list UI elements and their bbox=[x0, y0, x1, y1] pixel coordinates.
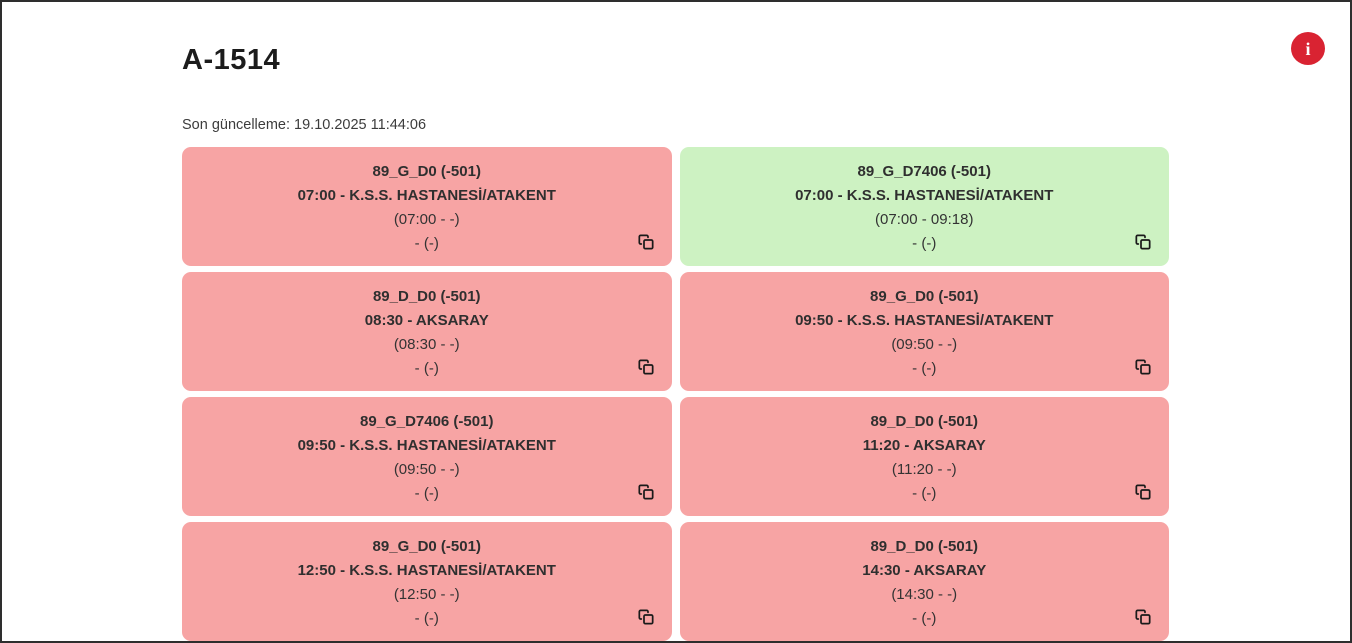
copy-icon bbox=[637, 609, 654, 625]
trip-card: 89_G_D0 (-501) 07:00 - K.S.S. HASTANESİ/… bbox=[182, 147, 672, 266]
trip-code: 89_G_D7406 (-501) bbox=[857, 163, 991, 180]
trip-code: 89_D_D0 (-501) bbox=[870, 413, 979, 430]
trip-extra: - (-) bbox=[414, 235, 439, 252]
trip-extra: - (-) bbox=[912, 485, 937, 502]
trip-destination: 07:00 - K.S.S. HASTANESİ/ATAKENT bbox=[795, 187, 1054, 204]
trip-cards-grid: 89_G_D0 (-501) 07:00 - K.S.S. HASTANESİ/… bbox=[182, 147, 1169, 641]
copy-button[interactable] bbox=[1133, 357, 1153, 377]
copy-icon bbox=[637, 234, 654, 250]
trip-card: 89_G_D0 (-501) 12:50 - K.S.S. HASTANESİ/… bbox=[182, 522, 672, 641]
trip-time-window: (09:50 - -) bbox=[393, 461, 460, 478]
trip-extra: - (-) bbox=[414, 610, 439, 627]
trip-card: 89_G_D7406 (-501) 09:50 - K.S.S. HASTANE… bbox=[182, 397, 672, 516]
last-update-text: Son güncelleme: 19.10.2025 11:44:06 bbox=[182, 117, 427, 133]
info-icon: i bbox=[1305, 38, 1311, 59]
trip-destination: 08:30 - AKSARAY bbox=[364, 312, 489, 329]
trip-code: 89_G_D0 (-501) bbox=[372, 163, 481, 180]
trip-destination: 11:20 - AKSARAY bbox=[862, 437, 986, 454]
copy-icon bbox=[1135, 609, 1151, 625]
copy-button[interactable] bbox=[636, 232, 656, 252]
copy-button[interactable] bbox=[636, 482, 656, 502]
page-title: A-1514 bbox=[182, 44, 281, 76]
trip-extra: - (-) bbox=[912, 360, 937, 377]
copy-button[interactable] bbox=[636, 607, 656, 627]
main-content: A-1514 Son güncelleme: 19.10.2025 11:44:… bbox=[182, 2, 1169, 641]
trip-destination: 09:50 - K.S.S. HASTANESİ/ATAKENT bbox=[297, 437, 556, 454]
copy-button[interactable] bbox=[636, 357, 656, 377]
copy-icon bbox=[637, 484, 654, 500]
trip-code: 89_G_D0 (-501) bbox=[870, 288, 979, 305]
trip-card: 89_D_D0 (-501) 11:20 - AKSARAY (11:20 - … bbox=[679, 397, 1169, 516]
copy-button[interactable] bbox=[1133, 232, 1153, 252]
copy-icon bbox=[637, 359, 654, 375]
copy-icon bbox=[1135, 484, 1151, 500]
trip-time-window: (09:50 - -) bbox=[891, 336, 958, 353]
trip-time-window: (12:50 - -) bbox=[393, 586, 460, 603]
trip-code: 89_D_D0 (-501) bbox=[372, 288, 481, 305]
trip-time-window: (11:20 - -) bbox=[891, 461, 957, 478]
trip-destination: 07:00 - K.S.S. HASTANESİ/ATAKENT bbox=[297, 187, 556, 204]
trip-destination: 09:50 - K.S.S. HASTANESİ/ATAKENT bbox=[795, 312, 1054, 329]
copy-icon bbox=[1135, 234, 1151, 250]
trip-card: 89_G_D0 (-501) 09:50 - K.S.S. HASTANESİ/… bbox=[679, 272, 1169, 391]
trip-card: 89_D_D0 (-501) 14:30 - AKSARAY (14:30 - … bbox=[679, 522, 1169, 641]
trip-extra: - (-) bbox=[414, 360, 439, 377]
copy-button[interactable] bbox=[1133, 607, 1153, 627]
trip-code: 89_D_D0 (-501) bbox=[870, 538, 979, 555]
trip-card: 89_D_D0 (-501) 08:30 - AKSARAY (08:30 - … bbox=[182, 272, 672, 391]
trip-time-window: (07:00 - 09:18) bbox=[875, 211, 974, 228]
trip-extra: - (-) bbox=[912, 610, 937, 627]
trip-time-window: (14:30 - -) bbox=[891, 586, 958, 603]
trip-card: 89_G_D7406 (-501) 07:00 - K.S.S. HASTANE… bbox=[679, 147, 1169, 266]
trip-destination: 14:30 - AKSARAY bbox=[862, 562, 987, 579]
trip-time-window: (08:30 - -) bbox=[393, 336, 460, 353]
trip-extra: - (-) bbox=[912, 235, 937, 252]
copy-icon bbox=[1135, 359, 1151, 375]
info-button[interactable]: i bbox=[1291, 32, 1325, 65]
trip-destination: 12:50 - K.S.S. HASTANESİ/ATAKENT bbox=[297, 562, 556, 579]
trip-code: 89_G_D0 (-501) bbox=[372, 538, 481, 555]
trip-extra: - (-) bbox=[414, 485, 439, 502]
copy-button[interactable] bbox=[1133, 482, 1153, 502]
trip-time-window: (07:00 - -) bbox=[393, 211, 460, 228]
trip-code: 89_G_D7406 (-501) bbox=[360, 413, 494, 430]
